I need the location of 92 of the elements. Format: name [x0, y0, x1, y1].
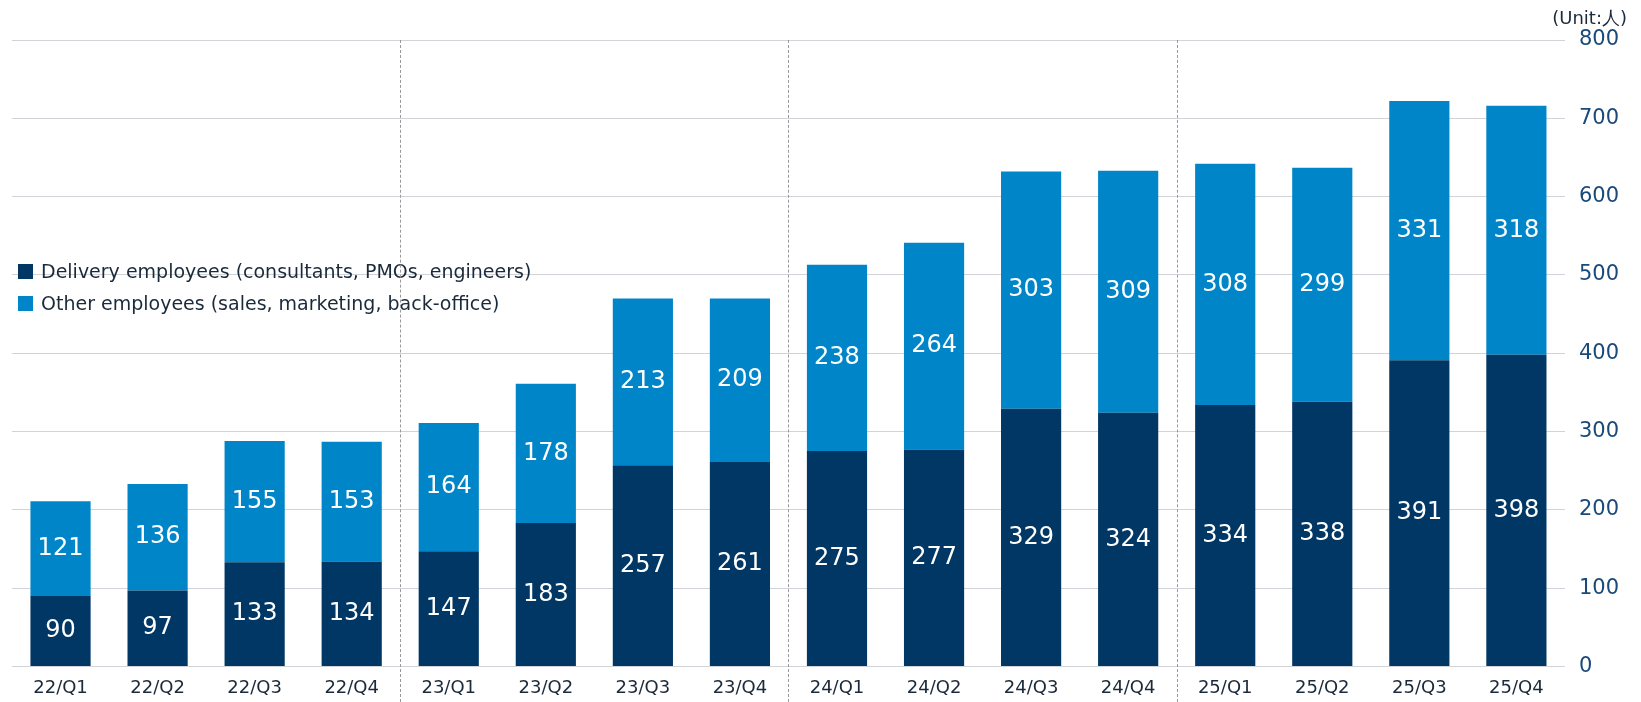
data-label: 275	[814, 542, 860, 571]
bar	[1098, 170, 1159, 413]
x-tick-label: 23/Q4	[712, 675, 768, 697]
data-label: 324	[1105, 523, 1152, 552]
bar	[709, 298, 771, 463]
bar	[321, 441, 382, 562]
bar	[1292, 167, 1353, 402]
x-tick-label: 23/Q2	[518, 675, 574, 697]
data-label: 238	[814, 342, 860, 371]
bar	[806, 264, 868, 452]
x-tick-label: 24/Q1	[809, 675, 865, 697]
data-label: 153	[328, 485, 375, 514]
y-tick-label: 800	[1578, 26, 1620, 51]
data-label: 303	[1008, 274, 1055, 303]
bar	[612, 298, 673, 466]
bar	[709, 462, 771, 666]
bar	[806, 451, 868, 666]
y-tick-label: 200	[1578, 496, 1620, 521]
x-tick-label: 22/Q3	[227, 675, 282, 697]
legend-label: Other employees (sales, marketing, back-office)	[40, 291, 501, 316]
x-tick-label: 23/Q1	[421, 675, 477, 697]
data-label: 338	[1299, 518, 1346, 547]
x-tick-label: 22/Q4	[324, 675, 379, 697]
x-tick-label: 24/Q4	[1100, 675, 1156, 697]
bar	[224, 562, 285, 666]
bar	[321, 561, 382, 666]
data-label: 183	[522, 578, 569, 607]
bar	[418, 422, 479, 552]
bar	[30, 501, 91, 596]
y-tick-label: 500	[1578, 261, 1620, 286]
data-label: 277	[911, 541, 957, 570]
data-label: 121	[37, 532, 84, 561]
bar	[1098, 412, 1159, 666]
data-label: 329	[1008, 521, 1055, 550]
data-label: 299	[1299, 268, 1346, 297]
data-label: 257	[619, 549, 666, 578]
y-tick-label: 0	[1578, 652, 1593, 677]
bar	[1292, 401, 1353, 666]
bar	[1195, 163, 1256, 405]
x-tick-label: 23/Q3	[615, 675, 671, 697]
data-label: 318	[1493, 214, 1540, 243]
x-tick-label: 22/Q2	[130, 675, 185, 697]
bar	[903, 242, 965, 450]
x-tick-label: 24/Q2	[906, 675, 962, 697]
data-label: 147	[425, 592, 472, 621]
bar	[1001, 171, 1062, 409]
x-tick-label: 25/Q3	[1392, 675, 1447, 697]
x-tick-label: 25/Q1	[1197, 675, 1253, 697]
y-tick-label: 600	[1578, 183, 1620, 208]
data-label: 164	[425, 471, 472, 500]
data-label: 178	[522, 437, 569, 466]
legend-label: Delivery employees (consultants, PMOs, engineers)	[40, 259, 532, 284]
data-label: 331	[1396, 214, 1443, 243]
y-tick-label: 300	[1578, 417, 1620, 442]
bar	[515, 523, 576, 666]
data-label: 213	[619, 366, 666, 395]
data-label: 97	[142, 612, 173, 641]
bar	[1001, 408, 1062, 666]
y-tick-label: 100	[1578, 574, 1620, 599]
bar	[1389, 101, 1450, 361]
data-label: 136	[134, 521, 181, 550]
bar	[127, 590, 188, 666]
data-label: 133	[231, 598, 278, 627]
bar	[418, 551, 479, 666]
data-label: 134	[328, 597, 375, 626]
data-label: 264	[911, 330, 957, 359]
bar	[612, 465, 673, 666]
data-label: 261	[717, 548, 763, 577]
data-label: 308	[1202, 268, 1249, 297]
bar	[30, 595, 91, 666]
x-tick-label: 25/Q4	[1489, 675, 1544, 697]
bar	[127, 483, 188, 591]
y-tick-label: 700	[1578, 104, 1620, 129]
data-label: 209	[717, 364, 763, 393]
data-label: 391	[1396, 497, 1443, 526]
y-axis-title: (Unit:人)	[1552, 6, 1627, 29]
data-label: 398	[1493, 494, 1540, 523]
bar	[1486, 354, 1547, 666]
bar	[1389, 360, 1450, 666]
bar	[224, 440, 285, 563]
bar	[903, 449, 965, 666]
y-tick-label: 400	[1578, 339, 1620, 364]
data-label: 90	[45, 615, 76, 644]
x-tick-label: 25/Q2	[1294, 675, 1350, 697]
data-label: 334	[1202, 519, 1249, 548]
x-tick-label: 24/Q3	[1003, 675, 1059, 697]
x-tick-label: 22/Q1	[33, 675, 88, 697]
data-label: 309	[1105, 275, 1152, 304]
bar	[1486, 105, 1547, 355]
bar	[515, 383, 576, 524]
data-label: 155	[231, 485, 278, 514]
bar	[1195, 404, 1256, 666]
